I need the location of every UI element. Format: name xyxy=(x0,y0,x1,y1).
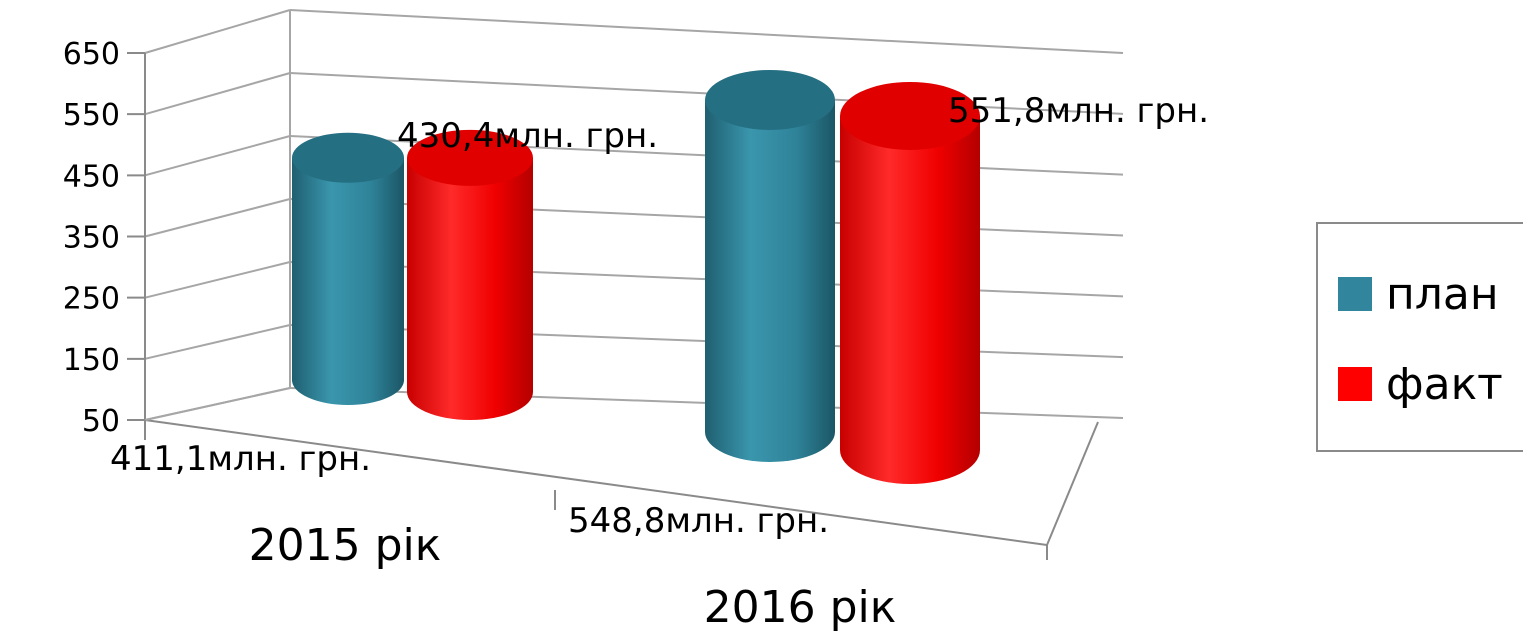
gridline-side xyxy=(144,261,291,299)
y-tick-label: 250 xyxy=(63,282,120,317)
y-tick-label: 50 xyxy=(82,404,120,439)
data-label-plan-0: 411,1млн. грн. xyxy=(110,439,371,479)
data-label-plan-1: 548,8млн. грн. xyxy=(568,501,829,541)
x-category-label: 2016 рік xyxy=(704,582,897,631)
bar-cap xyxy=(292,132,404,183)
floor-left-edge xyxy=(144,387,291,421)
legend-swatch-fact xyxy=(1338,367,1372,401)
bar-cap xyxy=(705,69,835,130)
x-category-label: 2015 рік xyxy=(249,520,442,571)
bar-body xyxy=(840,115,980,484)
x-axis-line xyxy=(144,419,1048,546)
legend-item-fact: факт xyxy=(1338,354,1503,414)
bar-cap xyxy=(840,81,980,150)
bar-body xyxy=(292,157,404,405)
legend: план факт xyxy=(1316,222,1523,452)
y-tick-label: 650 xyxy=(63,37,120,72)
bar-plan-0 xyxy=(292,132,404,405)
bar-cap xyxy=(407,129,533,186)
legend-label-fact: факт xyxy=(1386,358,1503,410)
y-tick-label: 350 xyxy=(63,221,120,256)
bar-fact-0 xyxy=(407,129,533,420)
bar-fact-1 xyxy=(840,81,980,484)
gridline-side xyxy=(144,135,291,177)
floor-right-edge xyxy=(1046,421,1099,546)
bar-body xyxy=(407,157,533,420)
data-label-fact-1: 551,8млн. грн. xyxy=(948,91,1209,131)
y-tick-label: 150 xyxy=(63,343,120,378)
gridline-side xyxy=(144,72,291,116)
legend-label-plan: план xyxy=(1386,268,1499,320)
gridline-back xyxy=(289,72,1124,115)
legend-swatch-plan xyxy=(1338,277,1372,311)
gridline-back xyxy=(289,9,1124,54)
gridline-side xyxy=(144,324,291,360)
gridline-side xyxy=(144,9,291,54)
y-tick-label: 550 xyxy=(63,98,120,133)
bar-plan-1 xyxy=(705,69,835,463)
data-label-fact-0: 430,4млн. грн. xyxy=(397,116,658,156)
y-tick-label: 450 xyxy=(63,159,120,194)
legend-item-plan: план xyxy=(1338,264,1499,324)
bar-body xyxy=(705,99,835,463)
gridline-side xyxy=(144,198,291,238)
